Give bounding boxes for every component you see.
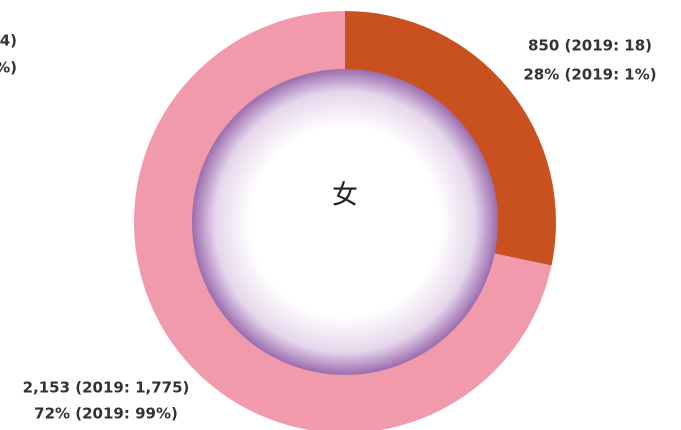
annotation: 4) bbox=[0, 32, 17, 50]
percent-label: 28% (2019: 1%) bbox=[523, 66, 656, 84]
center-label: 女 bbox=[332, 181, 358, 211]
annotation: %) bbox=[0, 59, 17, 77]
value-label: 850 (2019: 18) bbox=[528, 37, 652, 55]
percent-label: 72% (2019: 99%) bbox=[34, 405, 178, 423]
value-label: 2,153 (2019: 1,775) bbox=[23, 379, 190, 397]
donut-hole bbox=[192, 69, 498, 375]
